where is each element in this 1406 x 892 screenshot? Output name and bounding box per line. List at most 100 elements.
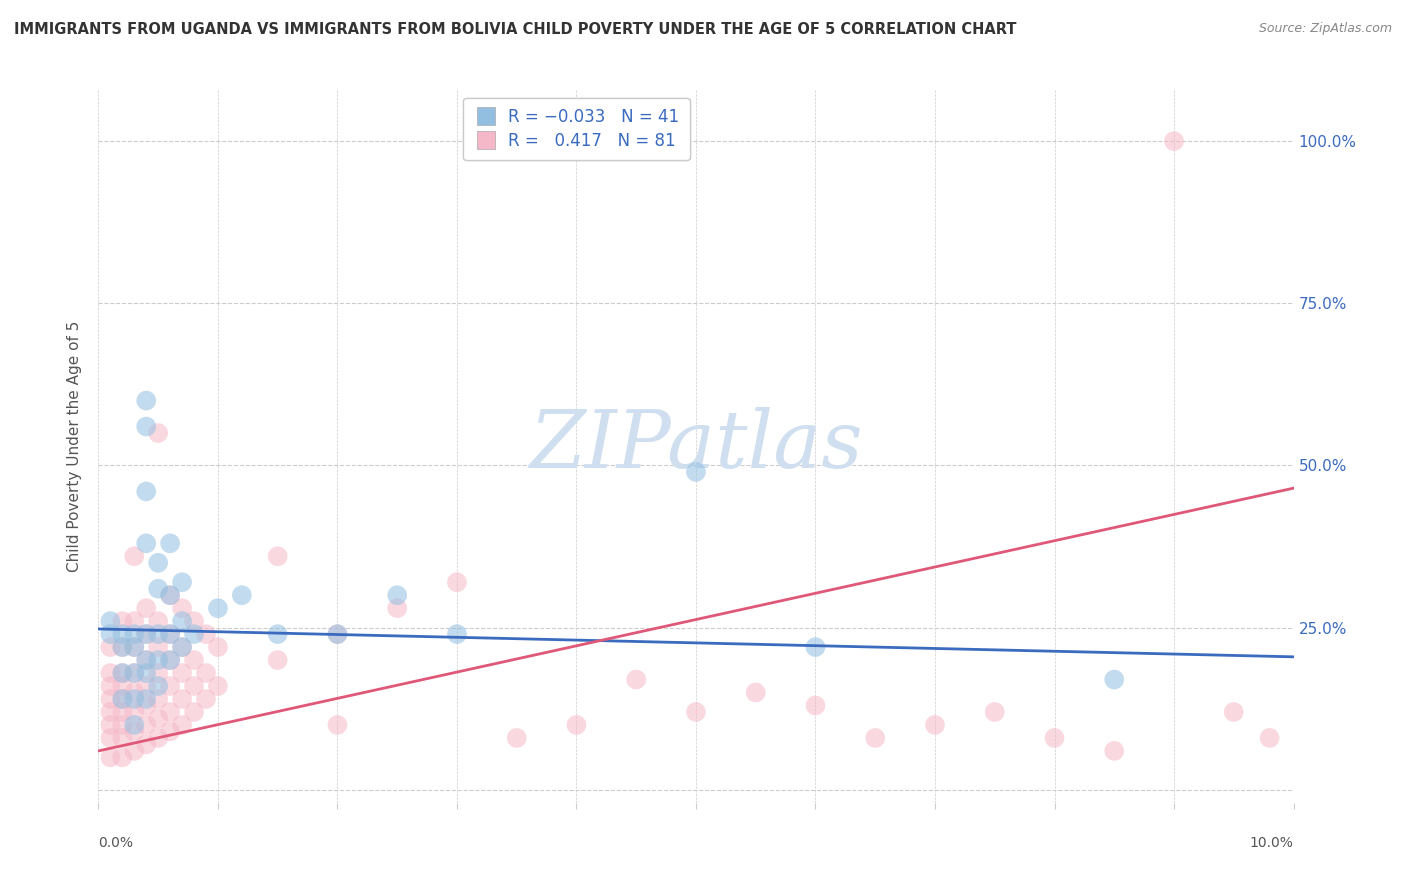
Point (135, 484, 157, 499)
Point (100, 731, 122, 745)
Point (326, 718, 349, 732)
Point (124, 666, 146, 681)
Text: Source: ZipAtlas.com: Source: ZipAtlas.com (1258, 22, 1392, 36)
Point (172, 692, 194, 706)
Point (135, 698, 157, 713)
Point (385, 601, 409, 615)
Point (183, 679, 205, 693)
Y-axis label: Child Poverty Under the Age of 5: Child Poverty Under the Age of 5 (67, 320, 83, 572)
Point (685, 465, 707, 479)
Point (231, 588, 253, 602)
Point (124, 640, 146, 654)
Point (124, 724, 146, 739)
Point (124, 718, 146, 732)
Point (100, 640, 122, 654)
Point (1223, 705, 1246, 719)
Point (135, 419, 157, 434)
Point (135, 653, 157, 667)
Point (195, 692, 218, 706)
Point (111, 705, 134, 719)
Point (124, 744, 146, 758)
Point (148, 627, 170, 641)
Point (124, 549, 146, 564)
Point (148, 556, 170, 570)
Point (195, 666, 218, 681)
Point (100, 692, 122, 706)
Point (159, 536, 181, 550)
Point (159, 627, 181, 641)
Point (385, 588, 409, 602)
Point (100, 679, 122, 693)
Point (172, 666, 194, 681)
Point (124, 614, 146, 628)
Point (207, 601, 229, 615)
Point (172, 601, 194, 615)
Point (195, 627, 218, 641)
Point (207, 640, 229, 654)
Point (100, 705, 122, 719)
Point (135, 692, 157, 706)
Point (183, 653, 205, 667)
Point (148, 582, 170, 596)
Point (159, 653, 181, 667)
Point (124, 640, 146, 654)
Text: IMMIGRANTS FROM UGANDA VS IMMIGRANTS FROM BOLIVIA CHILD POVERTY UNDER THE AGE OF: IMMIGRANTS FROM UGANDA VS IMMIGRANTS FRO… (14, 22, 1017, 37)
Point (159, 679, 181, 693)
Point (446, 627, 468, 641)
Point (148, 640, 170, 654)
Text: ZIPatlas: ZIPatlas (529, 408, 863, 484)
Point (183, 705, 205, 719)
Point (135, 601, 157, 615)
Point (135, 627, 157, 641)
Point (148, 614, 170, 628)
Point (148, 425, 170, 440)
Point (745, 685, 768, 699)
Point (135, 738, 157, 752)
Point (159, 627, 181, 641)
Point (565, 718, 588, 732)
Point (924, 718, 946, 732)
Point (111, 718, 134, 732)
Point (124, 666, 146, 681)
Point (685, 705, 707, 719)
Point (111, 627, 134, 641)
Point (207, 679, 229, 693)
Point (1163, 134, 1185, 148)
Point (326, 627, 349, 641)
Point (159, 653, 181, 667)
Point (124, 705, 146, 719)
Point (111, 731, 134, 745)
Point (159, 724, 181, 739)
Point (267, 549, 290, 564)
Legend: R = −0.033   N = 41, R =   0.417   N = 81: R = −0.033 N = 41, R = 0.417 N = 81 (464, 97, 689, 161)
Point (267, 653, 290, 667)
Point (1104, 673, 1126, 687)
Point (326, 627, 349, 641)
Point (1258, 731, 1281, 745)
Point (135, 536, 157, 550)
Point (183, 614, 205, 628)
Point (267, 627, 290, 641)
Point (172, 640, 194, 654)
Point (183, 627, 205, 641)
Point (446, 575, 468, 590)
Text: 0.0%: 0.0% (98, 836, 134, 850)
Point (100, 614, 122, 628)
Point (135, 679, 157, 693)
Point (148, 653, 170, 667)
Point (148, 692, 170, 706)
Point (148, 731, 170, 745)
Point (111, 692, 134, 706)
Point (159, 705, 181, 719)
Point (135, 666, 157, 681)
Point (148, 679, 170, 693)
Point (111, 750, 134, 764)
Point (1043, 731, 1066, 745)
Point (1104, 744, 1126, 758)
Point (148, 711, 170, 725)
Point (159, 588, 181, 602)
Point (111, 666, 134, 681)
Point (172, 718, 194, 732)
Point (159, 588, 181, 602)
Text: 10.0%: 10.0% (1250, 836, 1294, 850)
